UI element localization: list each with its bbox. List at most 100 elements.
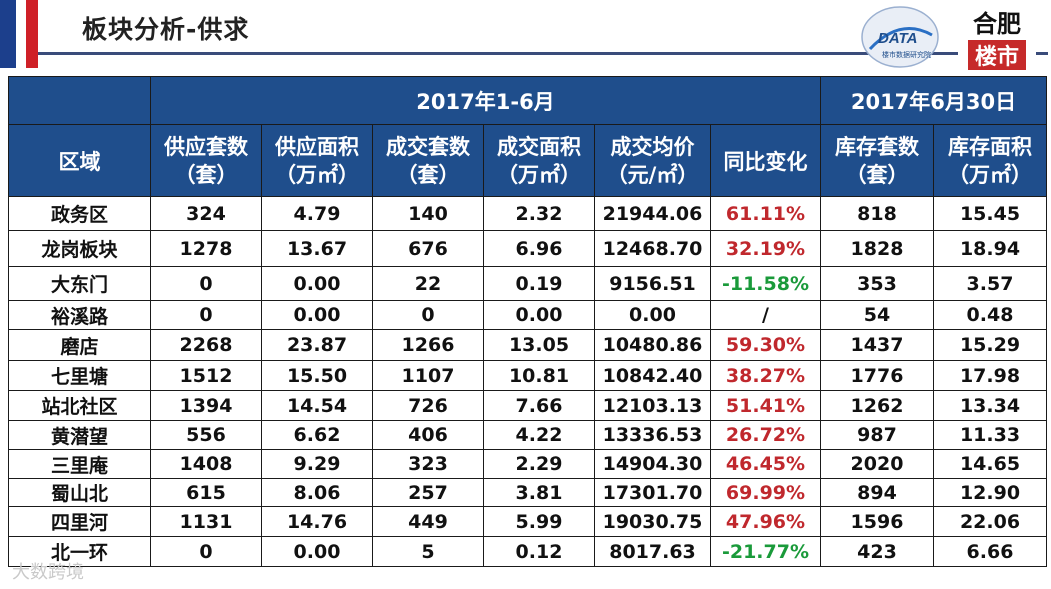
cell-deal-area: 10.81 <box>483 360 595 391</box>
cell-deal-area: 6.96 <box>483 230 595 267</box>
cell-deal-area: 2.29 <box>483 449 595 479</box>
cell-deal-units: 22 <box>372 266 484 301</box>
cell-yoy: 32.19% <box>710 230 821 267</box>
cell-yoy: 47.96% <box>710 506 821 537</box>
cell-supply-area: 0.00 <box>261 266 373 301</box>
cell-stock-area: 6.66 <box>933 536 1047 567</box>
table-row: 蜀山北 615 8.06 257 3.81 17301.70 69.99% 894 12.90 <box>8 478 1047 507</box>
cell-stock-area: 15.45 <box>933 196 1047 231</box>
cell-avg-price: 10480.86 <box>594 329 711 361</box>
cell-yoy: 38.27% <box>710 360 821 391</box>
cell-deal-units: 676 <box>372 230 484 267</box>
table-row: 黄潜望 556 6.62 406 4.22 13336.53 26.72% 987 11.33 <box>8 420 1047 450</box>
cell-stock-units: 1437 <box>820 329 934 361</box>
cell-area: 四里河 <box>8 506 151 537</box>
cell-supply-area: 13.67 <box>261 230 373 267</box>
supply-demand-table: 2017年1-6月 2017年6月30日 区域 供应套数 （套） 供应面积 （万㎡）… <box>8 76 1047 567</box>
city-logo-line2: 楼市 <box>975 44 1019 70</box>
cell-supply-area: 0.00 <box>261 536 373 567</box>
cell-supply-area: 14.76 <box>261 506 373 537</box>
cell-deal-units: 323 <box>372 449 484 479</box>
cell-supply-units: 1278 <box>150 230 262 267</box>
cell-stock-units: 818 <box>820 196 934 231</box>
col-header-supply-area: 供应面积 （万㎡） <box>261 124 373 197</box>
cell-area: 裕溪路 <box>8 300 151 330</box>
cell-yoy: 26.72% <box>710 420 821 450</box>
table-row: 龙岗板块 1278 13.67 676 6.96 12468.70 32.19% 1828 18… <box>8 230 1047 267</box>
flag-stripe-white <box>16 0 26 68</box>
table-row: 三里庵 1408 9.29 323 2.29 14904.30 46.45% 2020 14.6… <box>8 449 1047 479</box>
cell-deal-units: 0 <box>372 300 484 330</box>
cell-stock-units: 987 <box>820 420 934 450</box>
cell-yoy: 61.11% <box>710 196 821 231</box>
cell-deal-units: 140 <box>372 196 484 231</box>
cell-deal-units: 5 <box>372 536 484 567</box>
cell-stock-area: 14.65 <box>933 449 1047 479</box>
data-logo: DATA 楼市数据研究院 <box>861 6 939 68</box>
cell-stock-area: 22.06 <box>933 506 1047 537</box>
cell-deal-area: 0.19 <box>483 266 595 301</box>
cell-supply-units: 1394 <box>150 390 262 421</box>
cell-deal-units: 449 <box>372 506 484 537</box>
cell-stock-area: 17.98 <box>933 360 1047 391</box>
cell-deal-units: 1107 <box>372 360 484 391</box>
col-header-deal-units: 成交套数 （套） <box>372 124 484 197</box>
cell-yoy: 59.30% <box>710 329 821 361</box>
cell-deal-area: 13.05 <box>483 329 595 361</box>
cell-area: 三里庵 <box>8 449 151 479</box>
cell-avg-price: 17301.70 <box>594 478 711 507</box>
page-title: 板块分析-供求 <box>82 15 250 44</box>
table-row: 裕溪路 0 0.00 0 0.00 0.00/54 0.48 <box>8 300 1047 330</box>
table-row: 磨店 2268 23.87 1266 13.05 10480.86 59.30% 1437 15… <box>8 329 1047 361</box>
cell-yoy: 46.45% <box>710 449 821 479</box>
cell-deal-units: 726 <box>372 390 484 421</box>
city-logo-line1: 合肥 <box>973 9 1021 38</box>
cell-supply-area: 0.00 <box>261 300 373 330</box>
cell-deal-area: 0.12 <box>483 536 595 567</box>
col-header-area: 区域 <box>8 124 151 197</box>
cell-stock-area: 0.48 <box>933 300 1047 330</box>
cell-deal-area: 0.00 <box>483 300 595 330</box>
cell-stock-area: 12.90 <box>933 478 1047 507</box>
cell-deal-area: 5.99 <box>483 506 595 537</box>
cell-deal-area: 7.66 <box>483 390 595 421</box>
cell-yoy: 51.41% <box>710 390 821 421</box>
cell-stock-units: 1828 <box>820 230 934 267</box>
flag-stripe-red <box>26 0 38 68</box>
cell-deal-area: 3.81 <box>483 478 595 507</box>
cell-area: 蜀山北 <box>8 478 151 507</box>
table-row: 大东门 0 0.00 22 0.19 9156.51 -11.58% 353 3.57 <box>8 266 1047 301</box>
cell-supply-units: 1408 <box>150 449 262 479</box>
cell-supply-units: 615 <box>150 478 262 507</box>
cell-avg-price: 10842.40 <box>594 360 711 391</box>
city-logo: 合肥 楼市 <box>958 4 1036 72</box>
cell-stock-area: 13.34 <box>933 390 1047 421</box>
cell-avg-price: 0.00 <box>594 300 711 330</box>
col-header-stock-area: 库存面积 （万㎡） <box>933 124 1047 197</box>
cell-supply-units: 1131 <box>150 506 262 537</box>
cell-avg-price: 21944.06 <box>594 196 711 231</box>
cell-area: 龙岗板块 <box>8 230 151 267</box>
table-row: 政务区 324 4.79 140 2.32 21944.06 61.11% 818 15.45 <box>8 196 1047 231</box>
col-header-supply-units: 供应套数 （套） <box>150 124 262 197</box>
cell-avg-price: 12103.13 <box>594 390 711 421</box>
cell-supply-area: 23.87 <box>261 329 373 361</box>
cell-yoy: / <box>710 300 821 330</box>
data-logo-subtitle: 楼市数据研究院 <box>882 50 931 59</box>
cell-area: 北一环 <box>8 536 151 567</box>
cell-stock-units: 2020 <box>820 449 934 479</box>
table-row: 七里塘 1512 15.50 1107 10.81 10842.40 38.27% 1776 1… <box>8 360 1047 391</box>
cell-supply-area: 9.29 <box>261 449 373 479</box>
cell-yoy: -21.77% <box>710 536 821 567</box>
cell-avg-price: 14904.30 <box>594 449 711 479</box>
cell-area: 大东门 <box>8 266 151 301</box>
flag-stripe-blue <box>0 0 16 68</box>
cell-stock-area: 11.33 <box>933 420 1047 450</box>
table-row: 北一环 0 0.00 5 0.12 8017.63 -21.77% 423 6.66 <box>8 536 1047 567</box>
cell-avg-price: 12468.70 <box>594 230 711 267</box>
cell-deal-units: 257 <box>372 478 484 507</box>
cell-stock-units: 1262 <box>820 390 934 421</box>
cell-yoy: 69.99% <box>710 478 821 507</box>
cell-deal-units: 406 <box>372 420 484 450</box>
cell-stock-units: 423 <box>820 536 934 567</box>
